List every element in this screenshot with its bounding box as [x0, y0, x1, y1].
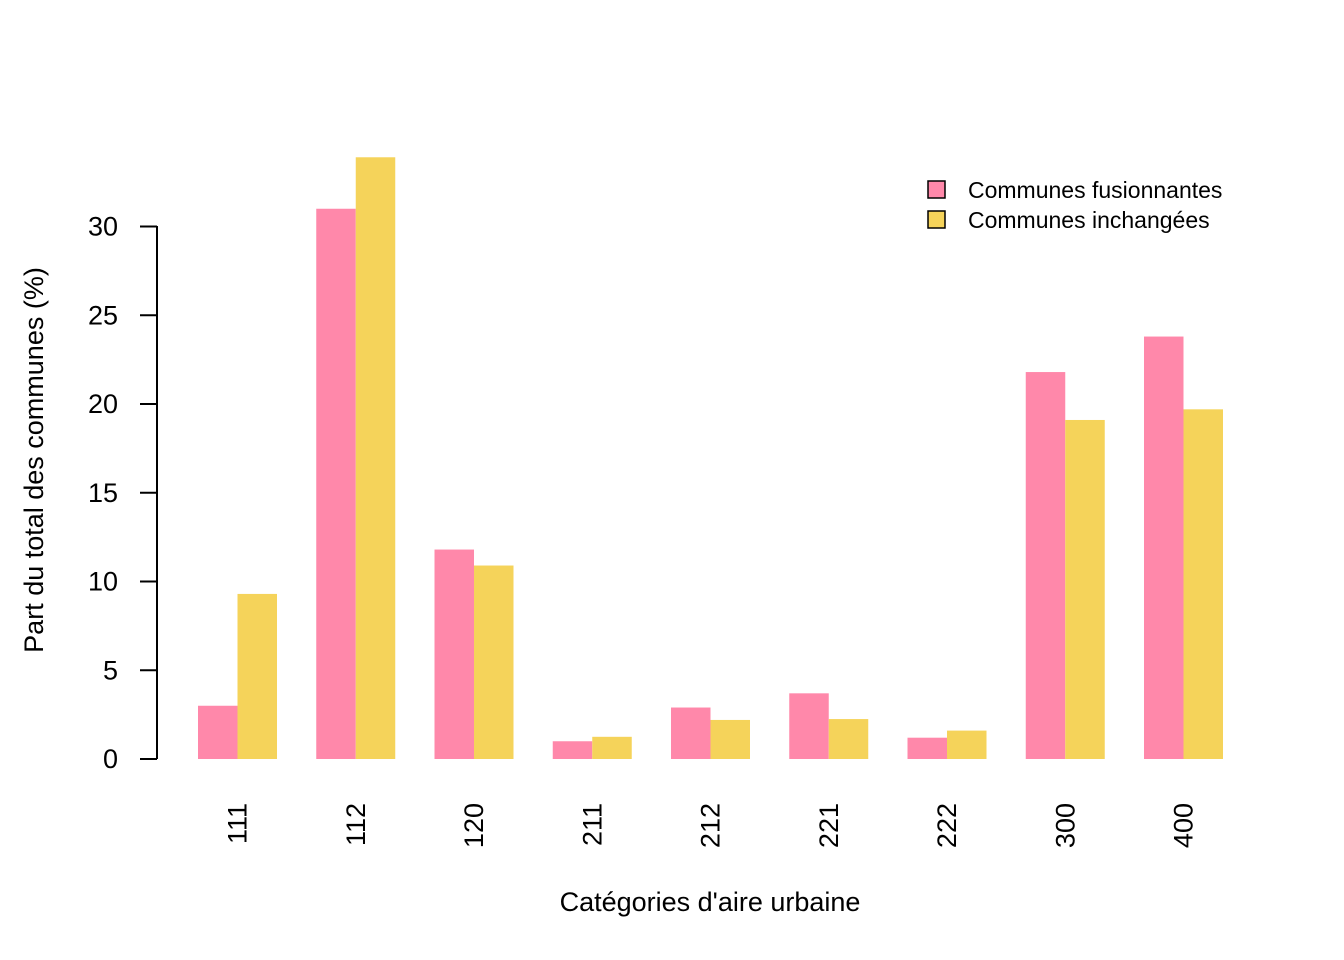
bar-inchangees-211: [592, 736, 632, 759]
bar-inchangees-112: [355, 157, 396, 759]
x-tick-label: 222: [932, 803, 962, 848]
x-tick-label: 212: [696, 803, 726, 848]
x-axis-label: Catégories d'aire urbaine: [560, 887, 861, 917]
legend-label-inchangees: Communes inchangées: [968, 207, 1210, 233]
x-tick-labels: 111 112 120 211 212 221 222 300 400: [223, 803, 1199, 848]
y-axis: 0 5 10 15 20 25 30: [88, 212, 158, 774]
legend-swatch-fusionnantes: [927, 180, 946, 199]
y-tick-label: 0: [103, 744, 118, 774]
y-tick-label: 30: [88, 212, 118, 242]
bar-inchangees-212: [710, 719, 750, 759]
bar-inchangees-221: [828, 719, 869, 759]
bar-fusionnantes-300: [1025, 372, 1066, 759]
bar-inchangees-222: [947, 730, 987, 759]
x-tick-label: 221: [814, 803, 844, 848]
bar-fusionnantes-120: [434, 549, 474, 759]
legend-swatch-inchangees: [927, 210, 946, 229]
bar-inchangees-120: [474, 565, 514, 759]
x-tick-label: 211: [577, 803, 607, 846]
bar-inchangees-400: [1183, 409, 1223, 759]
y-tick-label: 10: [88, 567, 118, 597]
bar-fusionnantes-400: [1144, 336, 1184, 759]
y-tick-label: 5: [103, 655, 118, 685]
bars-group: [198, 157, 1223, 759]
y-tick-label: 20: [88, 389, 118, 419]
y-tick-label: 15: [88, 478, 118, 508]
x-tick-label: 111: [223, 803, 253, 844]
bar-fusionnantes-222: [907, 737, 947, 759]
bar-fusionnantes-212: [671, 707, 711, 759]
bar-inchangees-111: [237, 593, 277, 759]
bar-fusionnantes-221: [789, 693, 829, 759]
bar-fusionnantes-112: [316, 208, 356, 759]
x-tick-label: 300: [1050, 803, 1080, 848]
y-axis-label: Part du total des communes (%): [19, 267, 49, 653]
x-tick-label: 120: [459, 803, 489, 848]
legend-label-fusionnantes: Communes fusionnantes: [968, 177, 1222, 203]
x-tick-label: 400: [1169, 803, 1199, 848]
bar-inchangees-300: [1065, 419, 1105, 759]
x-tick-label: 112: [341, 803, 371, 846]
y-tick-label: 25: [88, 300, 118, 330]
legend: Communes fusionnantes Communes inchangée…: [927, 177, 1222, 233]
bar-fusionnantes-211: [552, 741, 593, 759]
bar-fusionnantes-111: [198, 705, 238, 759]
